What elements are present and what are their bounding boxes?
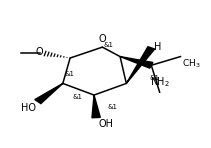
Text: &1: &1 (64, 71, 74, 77)
Text: &1: &1 (108, 104, 118, 111)
Polygon shape (126, 47, 155, 83)
Text: CH$_3$: CH$_3$ (181, 57, 200, 70)
Text: &1: &1 (72, 94, 82, 100)
Polygon shape (35, 83, 63, 104)
Text: &1: &1 (149, 75, 159, 81)
Text: HO: HO (21, 103, 36, 113)
Text: OH: OH (98, 119, 113, 129)
Text: NH$_2$: NH$_2$ (150, 75, 170, 89)
Text: &1: &1 (104, 42, 114, 48)
Text: O: O (35, 47, 43, 57)
Text: O: O (99, 33, 106, 44)
Polygon shape (92, 95, 100, 118)
Polygon shape (120, 57, 153, 68)
Text: H: H (154, 42, 162, 52)
